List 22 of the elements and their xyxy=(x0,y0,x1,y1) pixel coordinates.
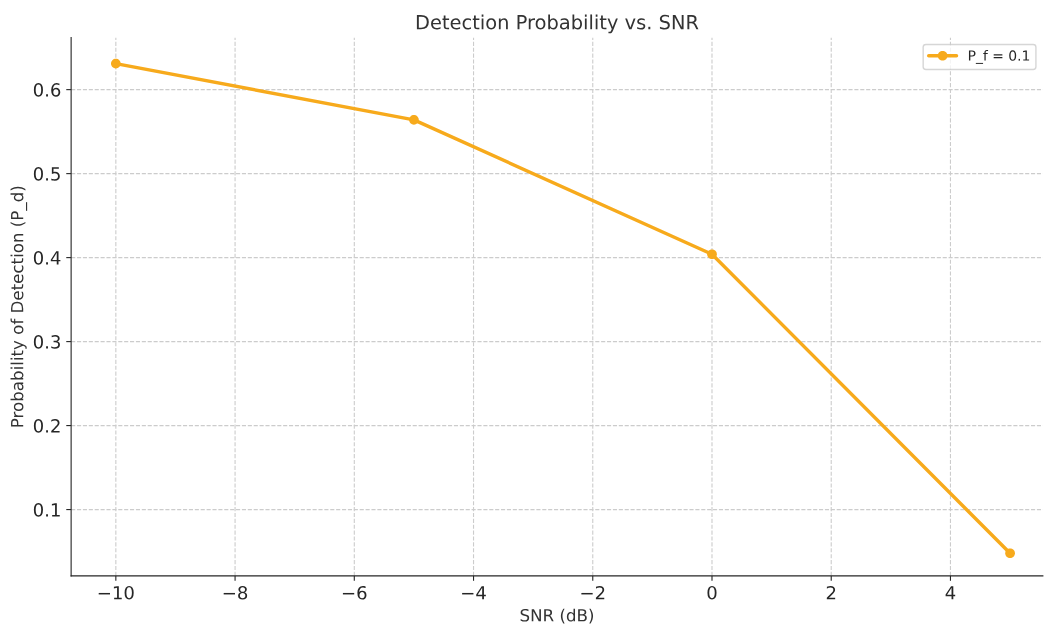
point xyxy=(707,249,717,260)
point xyxy=(110,58,121,69)
legend-label: P_f = 0.1 xyxy=(968,50,1030,64)
x-tick-label: −8 xyxy=(223,585,248,600)
point xyxy=(409,115,419,125)
chart-title: Detection Probability vs. SNR xyxy=(416,14,699,34)
y-tick-label: 0.2 xyxy=(33,419,60,433)
y-tick-label: 0.6 xyxy=(33,83,61,97)
x-tick-label: −2 xyxy=(581,585,605,600)
x-tick-label: 4 xyxy=(945,586,956,600)
y-tick-label: 0.3 xyxy=(33,335,60,349)
y-tick-label: 0.5 xyxy=(33,167,60,181)
point xyxy=(1005,548,1015,559)
x-tick-label: −10 xyxy=(98,585,134,600)
x-axis-title: SNR (dB) xyxy=(520,608,594,624)
x-tick-label: −4 xyxy=(462,586,486,600)
x-tick-label: 2 xyxy=(826,585,836,600)
y-axis-title: Probability of Detection (P_d) xyxy=(10,186,28,427)
x-tick-label: −6 xyxy=(342,585,367,600)
x-tick-label: 0 xyxy=(707,585,717,600)
y-tick-label: 0.4 xyxy=(33,251,61,265)
y-tick-label: 0.1 xyxy=(33,503,60,517)
